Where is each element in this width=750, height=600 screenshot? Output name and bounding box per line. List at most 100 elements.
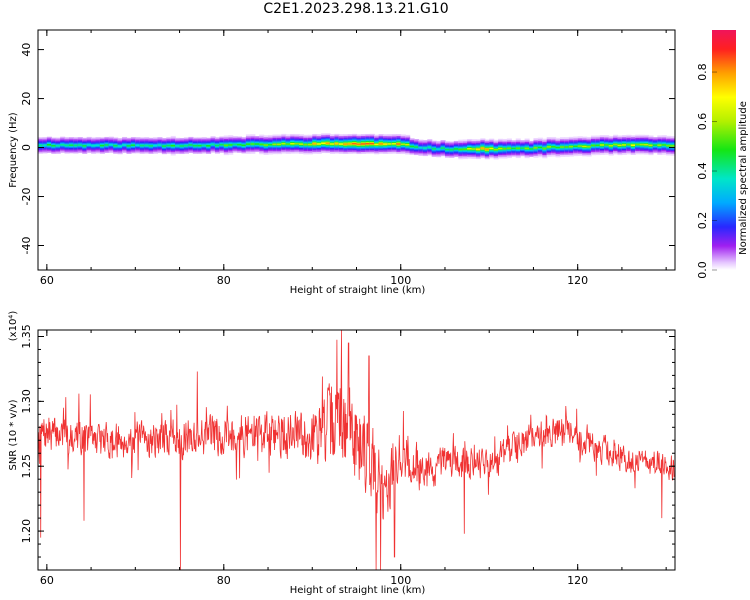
heat-cell [440,147,446,149]
heat-cell [418,146,424,149]
heat-cell [77,144,83,146]
colorbar-tick-label: 0.2 [696,212,709,230]
snr-ytick-label: 1.25 [20,454,33,479]
heat-cell [338,143,344,145]
spec-ytick-label: 20 [20,92,33,106]
heat-cell [245,143,251,145]
heat-cell [307,143,313,146]
heat-cell [135,144,141,147]
spectrogram-heatmap [38,133,675,160]
heat-cell [630,144,636,146]
heat-cell [644,143,650,146]
heat-cell [657,144,663,147]
heat-cell [86,144,92,146]
heat-cell [475,148,481,151]
heat-cell [95,144,101,147]
heat-cell [453,148,459,150]
snr-series-line [38,330,675,570]
heat-cell [613,143,619,146]
heat-cell [250,143,256,145]
snr-xlabel: Height of straight line (km) [290,585,426,596]
heat-cell [312,142,318,145]
heat-cell [228,144,234,146]
heat-cell [484,148,490,151]
snr-ytick-label: 1.35 [20,324,33,349]
heat-cell [157,144,163,146]
heat-cell [281,142,287,145]
heat-cell [192,144,198,147]
heat-cell [564,146,570,148]
heat-cell [502,147,508,150]
heat-cell [126,145,132,147]
heat-cell [666,144,672,147]
heat-cell [68,144,74,146]
heat-cell [55,144,61,147]
heat-cell [670,145,675,147]
heat-cell [555,146,561,149]
heat-cell [352,142,358,145]
heat-cell [444,148,450,151]
heat-cell [551,145,557,148]
heat-cell [334,142,340,145]
heat-cell [599,144,605,146]
heat-cell [316,143,322,145]
colorbar-tick-label: 0.4 [696,162,709,180]
heat-cell [51,144,57,147]
heat-cell [82,145,88,147]
heat-cell [529,148,535,150]
heat-cell [582,145,588,148]
heat-cell [294,142,300,145]
heat-cell [329,143,335,145]
heat-cell [303,143,309,146]
heat-cell [272,143,278,146]
heat-cell [414,146,420,148]
heat-cell [139,144,145,147]
heat-cell [113,144,119,147]
heat-cell [542,147,548,150]
heat-cell [214,144,220,147]
colorbar-gradient [712,30,736,270]
heat-cell [130,144,136,146]
heat-cell [42,144,48,147]
heat-cell [586,145,592,148]
heat-cell [259,143,265,146]
heat-cell [661,144,667,146]
heat-cell [175,145,181,147]
heat-cell [276,143,282,146]
heat-cell [99,144,105,147]
heat-cell [396,143,402,145]
spec-xtick-label: 100 [390,274,411,287]
heat-cell [166,144,172,147]
heat-cell [223,144,229,147]
heat-cell [515,147,521,150]
heat-cell [104,144,110,146]
heat-cell [197,144,203,147]
heat-cell [498,147,504,150]
heat-cell [590,144,596,147]
heat-cell [621,144,627,146]
snr-multiplier: (x10⁴) [8,311,19,342]
heat-cell [546,146,552,148]
heat-cell [179,145,185,147]
heat-cell [595,144,601,147]
heat-cell [431,148,437,150]
heat-cell [462,148,468,151]
spec-xtick-label: 60 [40,274,54,287]
heat-cell [183,144,190,147]
heat-cell [409,145,415,148]
heat-cell [374,143,380,146]
heat-cell [427,146,433,149]
heat-cell [148,145,154,147]
heat-cell [232,143,238,146]
spec-xlabel: Height of straight line (km) [290,285,426,296]
heat-cell [170,144,176,147]
snr-panel: 60 80 100 120 1.20 1.25 1.30 1.35 Height of stra… [8,311,676,596]
heat-cell [343,143,349,145]
heat-cell [360,143,366,145]
heat-cell [241,144,247,147]
heat-cell [648,144,654,147]
heat-cell [206,145,212,147]
heat-cell [617,144,623,147]
heat-cell [405,143,411,146]
spec-ytick-label: -40 [20,237,33,255]
